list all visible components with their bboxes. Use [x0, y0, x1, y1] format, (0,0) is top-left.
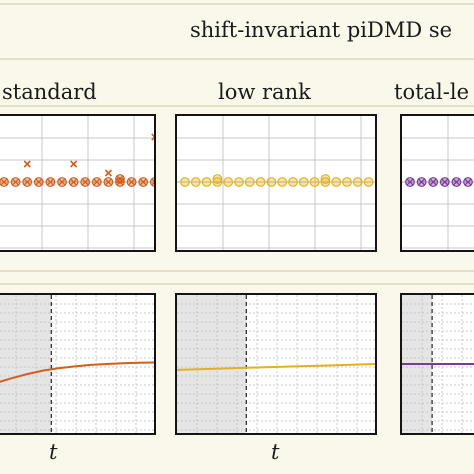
eigenvalue-plot-standard — [0, 114, 156, 252]
eigenvalue-svg-standard — [0, 116, 154, 250]
eigenvalue-marker — [298, 177, 309, 187]
eigenvalue-marker — [190, 177, 201, 187]
figure-title: shift-invariant piDMD se — [190, 18, 453, 42]
eigenvalue-marker-cross — [418, 178, 425, 186]
eigenvalue-marker-cross — [35, 178, 42, 186]
timeseries-svg-standard — [0, 295, 154, 433]
eigenvalue-marker-cross — [82, 178, 89, 186]
eigenvalue-marker — [277, 177, 288, 187]
eigenvalue-marker-cross — [24, 178, 31, 186]
header-divider — [0, 105, 474, 107]
eigenvalue-marker-cross — [151, 178, 154, 186]
eigenvalue-marker-cross — [116, 175, 124, 183]
eigenvalue-marker-cross — [12, 178, 19, 186]
eigenvalue-marker-cross — [70, 178, 77, 186]
eigenvalue-marker — [255, 177, 266, 187]
eigenvalue-marker — [309, 177, 320, 187]
timeseries-plot-low-rank — [175, 293, 377, 435]
eigenvalue-marker — [288, 177, 298, 187]
prediction-line — [0, 361, 154, 383]
eigenvalue-marker-cross — [406, 178, 414, 186]
eigenvalue-svg-low-rank — [177, 116, 375, 250]
eigenvalue-marker — [212, 174, 223, 184]
eigenvalue-marker — [320, 174, 331, 184]
column-header-total-least-squares: total-le — [394, 80, 469, 104]
eigenvalue-marker — [320, 177, 331, 187]
eigenvalue-outlier-marker — [104, 169, 112, 177]
eigenvalue-marker-cross — [128, 178, 135, 186]
eigenvalue-marker-cross — [47, 178, 54, 186]
eigenvalue-marker-cross — [93, 178, 100, 186]
eigenvalue-marker-cross — [441, 178, 448, 186]
eigenvalue-marker — [212, 177, 223, 187]
training-region-shading — [0, 295, 52, 433]
row-divider — [0, 270, 474, 272]
prediction-line — [177, 363, 375, 371]
eigenvalue-marker-cross — [105, 178, 112, 186]
eigenvalue-marker — [352, 177, 363, 187]
eigenvalue-marker — [331, 177, 342, 187]
eigenvalue-marker — [234, 177, 244, 187]
eigenvalue-plot-total-least-squares — [400, 114, 474, 252]
timeseries-plot-total-least-squares — [400, 293, 474, 435]
timeseries-plot-standard — [0, 293, 156, 435]
eigenvalue-outlier-marker — [151, 133, 154, 141]
eigenvalue-marker — [149, 177, 154, 187]
eigenvalue-marker-cross — [453, 178, 460, 186]
eigenvalue-svg-total-least-squares — [402, 116, 474, 250]
timeseries-svg-low-rank — [177, 295, 375, 433]
title-divider — [0, 58, 474, 60]
eigenvalue-marker-cross — [0, 178, 8, 186]
eigenvalue-plot-low-rank — [175, 114, 377, 252]
eigenvalue-marker — [201, 177, 212, 187]
x-axis-label-t-standard: t — [49, 440, 58, 464]
eigenvalue-marker — [244, 177, 255, 187]
eigenvalue-marker-cross — [430, 178, 437, 186]
eigenvalue-marker — [363, 177, 374, 187]
top-divider — [0, 3, 474, 5]
eigenvalue-outlier-marker — [23, 160, 31, 168]
row-divider-2 — [0, 283, 474, 285]
eigenvalue-marker — [266, 177, 277, 187]
eigenvalue-marker — [342, 177, 352, 187]
timeseries-svg-total-least-squares — [402, 295, 474, 433]
column-header-standard: standard — [2, 80, 97, 104]
eigenvalue-marker-cross — [58, 178, 66, 186]
eigenvalue-marker-cross — [140, 178, 147, 186]
eigenvalue-marker — [223, 177, 234, 187]
eigenvalue-marker — [180, 177, 190, 187]
eigenvalue-marker-cross — [464, 178, 472, 186]
x-axis-label-t-low-rank: t — [271, 440, 280, 464]
training-region-shading — [177, 295, 247, 433]
eigenvalue-outlier-marker — [70, 160, 78, 168]
column-header-low-rank: low rank — [218, 80, 311, 104]
